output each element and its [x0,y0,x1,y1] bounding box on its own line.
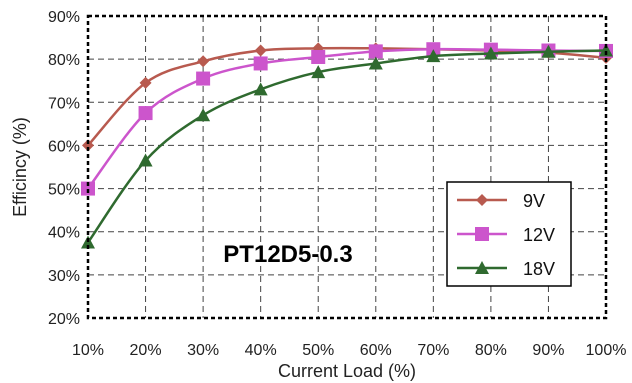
x-axis-label: Current Load (%) [278,361,416,381]
legend-label: 9V [523,191,545,211]
x-tick-label: 80% [475,342,507,359]
data-point-12V [368,44,383,59]
series-line-12V [87,47,607,190]
data-point-9V [82,139,94,152]
data-point-18V [196,108,211,122]
chart-annotation: PT12D5-0.3 [223,241,352,268]
legend-marker [475,227,489,241]
legend-marker [476,194,488,206]
x-tick-label: 70% [417,342,449,359]
y-tick-label: 70% [48,95,80,112]
x-tick-label: 30% [187,342,219,359]
x-tick-label: 20% [130,342,162,359]
data-point-9V [197,55,210,68]
legend-label: 12V [523,225,555,245]
data-point-18V [138,153,153,167]
plot-frame [86,14,608,320]
legend-item-18V: 18V [457,259,555,279]
y-tick-label: 80% [48,52,80,69]
data-point-12V [311,49,326,64]
data-point-12V [138,106,153,121]
legend-item-12V: 12V [457,225,555,245]
legend-label: 18V [523,259,555,279]
series-line-18V [86,49,607,244]
legend: 9V 12V 18V [446,181,572,287]
x-tick-label: 50% [302,342,334,359]
series-12V [81,42,613,196]
legend-item-9V: 9V [457,191,545,211]
y-tick-label: 30% [48,268,80,285]
y-tick-label: 40% [48,225,80,242]
data-point-18V [599,43,613,57]
y-tick-label: 20% [48,311,80,328]
y-tick-labels: 20% 30% 40% 50% 60% 70% 80% 90% [48,9,80,328]
data-point-18V [483,46,498,60]
data-point-18V [368,56,383,70]
x-tick-label: 90% [532,342,564,359]
x-tick-labels: 10% 20% 30% 40% 50% 60% 70% 80% 90% 100% [72,342,626,359]
series-18V [81,43,613,249]
x-tick-label: 100% [586,342,627,359]
x-tick-label: 40% [245,342,277,359]
y-axis-label: Efficincy (%) [10,117,30,217]
data-point-18V [311,65,326,79]
y-tick-label: 50% [48,182,80,199]
x-tick-label: 60% [360,342,392,359]
data-point-12V [81,181,95,196]
data-point-9V [139,76,152,89]
data-point-18V [541,44,556,58]
x-tick-label: 10% [72,342,104,359]
data-point-18V [253,82,268,96]
data-point-12V [253,56,268,71]
series-layer [81,42,613,249]
y-tick-label: 60% [48,138,80,155]
data-point-18V [426,49,441,63]
y-tick-label: 90% [48,9,80,26]
data-point-12V [196,71,211,86]
legend-marker [475,261,489,274]
data-point-9V [254,44,267,57]
